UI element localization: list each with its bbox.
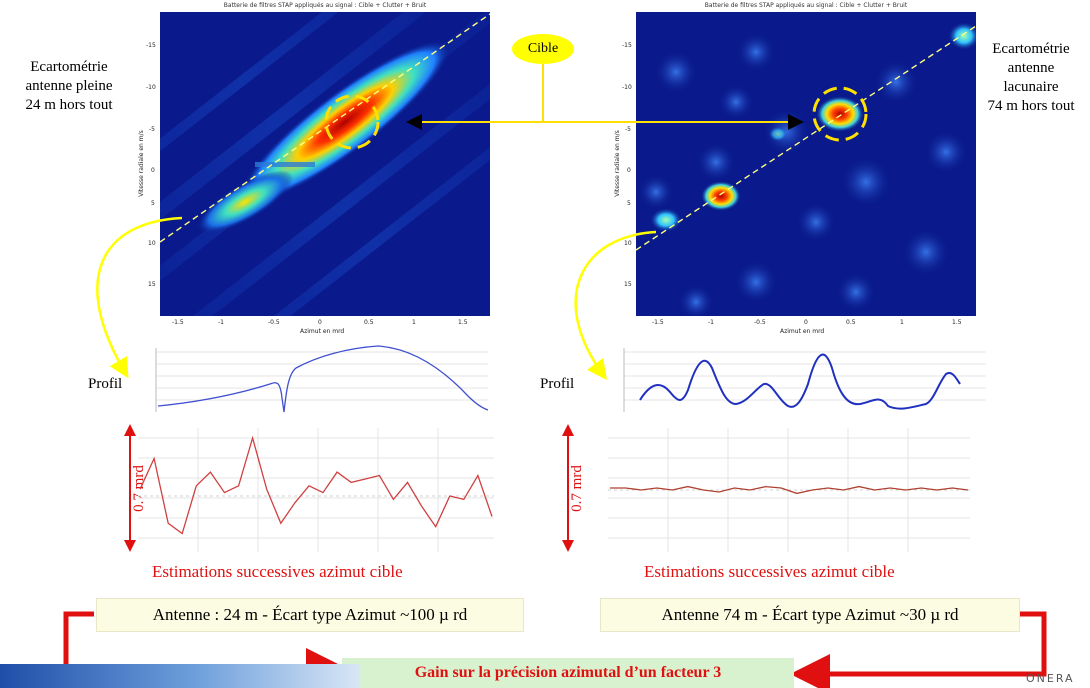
left-profil-label: Profil — [88, 376, 123, 392]
left-x-tick: 1.5 — [458, 319, 468, 326]
right-label-line-3: lacunaire — [1003, 79, 1059, 95]
right-x-tick: 1 — [900, 319, 904, 326]
left-x-axis-label: Azimut en mrd — [300, 328, 345, 335]
right-result-box: Antenne 74 m - Écart type Azimut ~30 µ r… — [600, 598, 1020, 632]
left-x-tick: -1 — [218, 319, 224, 326]
right-y-tick: -15 — [622, 42, 632, 49]
left-x-tick: -0.5 — [268, 319, 280, 326]
right-estimation-line — [610, 485, 969, 495]
right-estimations-caption: Estimations successives azimut cible — [644, 562, 895, 581]
left-antenna-label: Ecartométrie antenne pleine 24 m hors to… — [14, 58, 124, 115]
right-y-axis-label: Vitesse radiale en m/s — [613, 130, 621, 197]
left-result-box: Antenne : 24 m - Écart type Azimut ~100 … — [96, 598, 524, 632]
right-vertical-label: 0.7 mrd — [568, 465, 585, 512]
right-y-tick: 0 — [627, 167, 631, 174]
right-y-tick: 5 — [627, 200, 631, 207]
right-x-tick: -1.5 — [652, 319, 664, 326]
right-profil-label: Profil — [540, 376, 575, 392]
left-label-line-1: Ecartométrie — [30, 59, 108, 75]
left-estimation-chart — [138, 428, 494, 552]
right-x-tick: 1.5 — [952, 319, 962, 326]
right-x-axis-label: Azimut en mrd — [780, 328, 825, 335]
left-y-tick: 15 — [148, 281, 156, 288]
left-y-tick: -5 — [149, 126, 155, 133]
left-estimation-line — [139, 435, 493, 535]
left-x-tick: 1 — [412, 319, 416, 326]
right-x-tick: 0.5 — [846, 319, 856, 326]
right-profil-chart — [623, 348, 986, 412]
left-label-line-2: antenne pleine — [25, 78, 113, 94]
right-x-tick: 0 — [804, 319, 808, 326]
left-y-axis-label: Vitesse radiale en m/s — [137, 130, 145, 197]
left-y-tick: -15 — [146, 42, 156, 49]
left-y-tick: -10 — [146, 84, 156, 91]
left-x-tick: 0 — [318, 319, 322, 326]
right-antenna-label: Ecartométrie antenne lacunaire 74 m hors… — [972, 40, 1090, 116]
right-estimation-chart — [608, 428, 970, 552]
left-heatmap — [160, 12, 490, 316]
right-y-tick: 15 — [624, 281, 632, 288]
right-heatmap-svg — [636, 22, 976, 316]
right-label-line-4: 74 m hors tout — [987, 98, 1075, 114]
left-y-tick: 5 — [151, 200, 155, 207]
gain-box: Gain sur la précision azimutal d’un fact… — [342, 658, 794, 688]
left-x-tick: 0.5 — [364, 319, 374, 326]
right-x-tick: -0.5 — [754, 319, 766, 326]
right-label-line-2: antenne — [1007, 60, 1055, 76]
left-label-line-3: 24 m hors tout — [25, 97, 113, 113]
cible-bubble: Cible — [512, 34, 574, 64]
left-y-tick: 10 — [148, 240, 156, 247]
footer-band — [0, 664, 360, 688]
left-heatmap-svg — [160, 12, 490, 316]
right-heatmap-title: Batterie de filtres STAP appliqués au si… — [704, 2, 908, 9]
right-x-tick: -1 — [708, 319, 714, 326]
left-heatmap-title: Batterie de filtres STAP appliqués au si… — [223, 2, 427, 9]
right-y-tick: -10 — [622, 84, 632, 91]
right-heatmap — [636, 12, 976, 316]
right-label-line-1: Ecartométrie — [992, 41, 1070, 57]
onera-logo: ONERA — [1026, 672, 1075, 685]
right-y-tick: -5 — [625, 126, 631, 133]
left-y-tick: 0 — [151, 167, 155, 174]
right-y-tick: 10 — [624, 240, 632, 247]
left-estimations-caption: Estimations successives azimut cible — [152, 562, 403, 581]
left-x-tick: -1.5 — [172, 319, 184, 326]
left-profil-chart — [155, 345, 489, 413]
